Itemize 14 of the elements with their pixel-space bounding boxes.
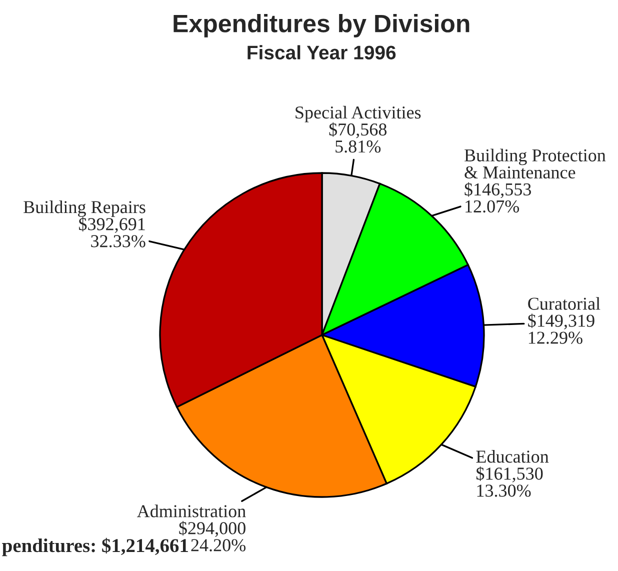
slice-label: Curatorial <box>528 297 600 310</box>
slice-label: Special Activities <box>296 106 421 122</box>
data-label: $161,530 13.30% <box>476 466 543 497</box>
text: penditures: $1,214,661 <box>2 538 188 556</box>
slice-label: Building Protection & Maintenance <box>464 148 606 179</box>
data-label: $392,691 32.33% <box>79 217 146 248</box>
data-label: $70,568 5.81% <box>329 122 387 153</box>
slice-label: Administration <box>136 504 246 518</box>
chart-subtitle: Fiscal Year 1996 <box>248 45 396 60</box>
data-label: $149,319 12.29% <box>528 314 594 344</box>
slice-label: Building Repairs <box>24 200 146 217</box>
slice-label: Education <box>476 450 549 463</box>
chart-title: Expenditures by Division <box>174 14 470 38</box>
data-label: $146,553 12.07% <box>464 182 531 213</box>
